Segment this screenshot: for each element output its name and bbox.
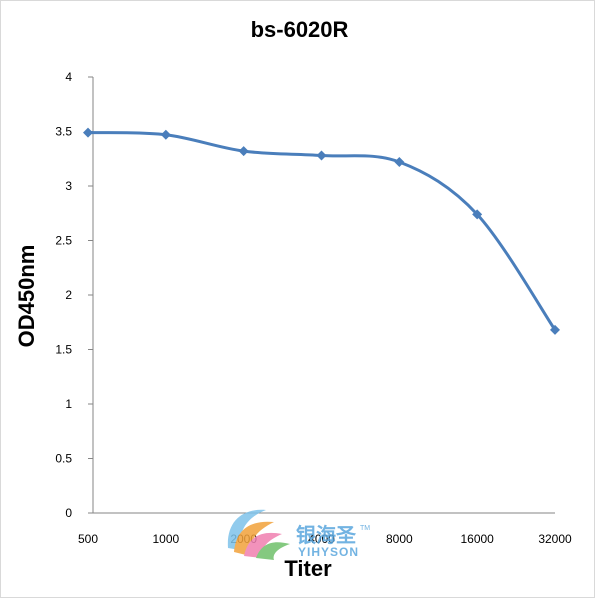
x-tick-label: 8000 bbox=[386, 532, 413, 546]
data-point-marker bbox=[83, 127, 93, 138]
axes bbox=[92, 77, 555, 514]
y-tick-label: 2 bbox=[65, 288, 72, 302]
y-tick-label: 0.5 bbox=[55, 452, 72, 466]
data-point-marker bbox=[472, 209, 483, 220]
logo-mark-icon bbox=[227, 509, 290, 560]
watermark-tm-text: TM bbox=[360, 525, 370, 532]
series-markers bbox=[83, 127, 560, 335]
data-point-marker bbox=[550, 324, 560, 335]
x-tick-label: 500 bbox=[78, 532, 98, 546]
x-axis-title: Titer bbox=[284, 556, 332, 581]
data-point-marker bbox=[394, 157, 405, 168]
y-tick-label: 4 bbox=[65, 70, 72, 84]
watermark-cn-text: 银海圣 bbox=[296, 523, 357, 547]
x-tick-label: 4000 bbox=[308, 532, 335, 546]
x-tick-label: 32000 bbox=[538, 532, 572, 546]
data-point-marker bbox=[238, 146, 249, 157]
watermark-en-text: YIHYSON bbox=[298, 545, 359, 559]
y-tick-label: 2.5 bbox=[55, 234, 72, 248]
y-tick-label: 1.5 bbox=[55, 343, 72, 357]
y-ticks: 0 0.5 1 1.5 2 2.5 3 3.5 4 bbox=[55, 70, 93, 520]
data-point-marker bbox=[160, 129, 171, 140]
y-tick-label: 0 bbox=[65, 506, 72, 520]
watermark-logo: 银海圣 TM YIHYSON bbox=[227, 509, 370, 560]
y-axis-title: OD450nm bbox=[14, 245, 39, 348]
x-tick-label: 1000 bbox=[152, 532, 179, 546]
data-point-marker bbox=[316, 150, 327, 161]
chart-title: bs-6020R bbox=[250, 17, 349, 42]
y-tick-label: 3 bbox=[65, 179, 72, 193]
x-tick-label: 16000 bbox=[460, 532, 494, 546]
series-line bbox=[87, 131, 557, 331]
y-tick-label: 3.5 bbox=[55, 125, 72, 139]
y-tick-label: 1 bbox=[65, 397, 72, 411]
